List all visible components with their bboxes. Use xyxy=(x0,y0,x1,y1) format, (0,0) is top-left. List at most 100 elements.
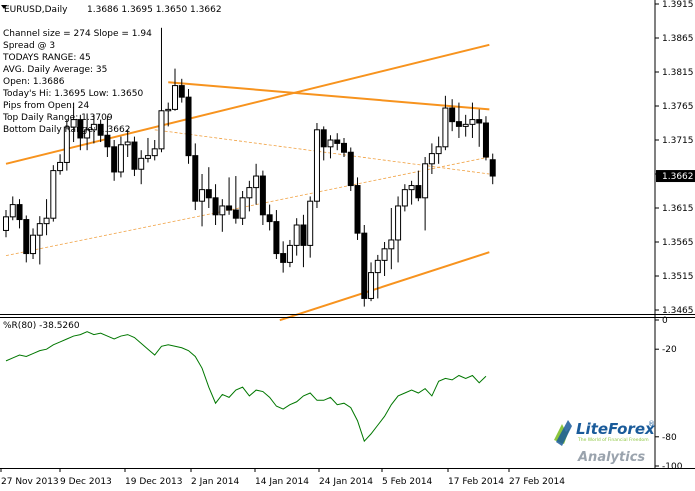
candle-body-bear xyxy=(205,189,212,199)
candle-body-bull xyxy=(435,146,442,155)
indicator-tick-label: -80 xyxy=(662,433,677,443)
williams-r-panel: %R(80) -38.5260 0 -20 -80 -100 LiteForex ® … xyxy=(3,316,683,472)
price-tick-label: 1.3815 xyxy=(662,68,694,78)
candle-59 xyxy=(401,184,408,212)
candle-body-bear xyxy=(361,232,368,299)
candle-47 xyxy=(320,126,327,161)
candlesticks-group xyxy=(3,27,496,307)
candle-body-bull xyxy=(124,141,131,146)
candle-6 xyxy=(43,199,50,236)
candle-body-bull xyxy=(395,205,402,241)
candle-body-bull xyxy=(144,155,151,159)
liteforex-logo: LiteForex ® The World of Financial Freed… xyxy=(554,420,656,465)
logo-registered: ® xyxy=(648,420,655,428)
candle-body-bull xyxy=(43,217,50,225)
candle-body-bull xyxy=(442,107,449,148)
candle-16 xyxy=(111,140,118,181)
info-line-avg: AVG. Daily Average: 35 xyxy=(3,65,107,75)
current-price-tag-bg xyxy=(656,170,695,183)
trend-line-1 xyxy=(168,81,490,111)
candle-body-bull xyxy=(374,259,381,274)
candle-body-bull xyxy=(70,119,77,128)
candle-body-bear xyxy=(320,129,327,148)
time-tick-label: 24 Jan 2014 xyxy=(319,477,373,487)
candle-64 xyxy=(435,136,442,164)
price-tick-label: 1.3615 xyxy=(662,204,694,214)
candle-body-bear xyxy=(226,205,233,211)
indicator-tick-label: 0 xyxy=(662,316,668,326)
candle-63 xyxy=(428,143,435,174)
candle-42 xyxy=(286,239,293,268)
candle-body-bull xyxy=(219,205,226,216)
logo-wing-icon xyxy=(556,420,572,446)
candle-body-bull xyxy=(84,129,91,139)
candle-26 xyxy=(178,78,185,103)
price-tick-label: 1.3765 xyxy=(662,102,694,112)
candle-body-bear xyxy=(104,134,111,148)
candle-body-bull xyxy=(158,110,165,150)
candle-11 xyxy=(77,114,84,151)
candle-body-bull xyxy=(165,108,172,112)
candle-body-bear xyxy=(415,185,422,199)
candle-5 xyxy=(36,216,43,265)
trend-line-2 xyxy=(279,251,490,322)
candle-body-bull xyxy=(462,123,469,127)
current-price-tag: 1.3662 xyxy=(656,170,695,183)
candle-15 xyxy=(104,116,111,157)
candle-34 xyxy=(232,176,239,224)
candle-body-bull xyxy=(138,157,145,170)
candle-32 xyxy=(219,199,226,232)
candle-body-bear xyxy=(97,123,104,136)
candle-13 xyxy=(90,114,97,144)
info-line-hi-low: Today's Hi: 1.3695 Low: 1.3650 xyxy=(2,89,143,99)
info-overlay: EURUSD,Daily 1.3686 1.3695 1.3650 1.3662… xyxy=(2,5,222,135)
candle-51 xyxy=(347,147,354,191)
candle-body-bear xyxy=(273,221,280,255)
candle-body-bull xyxy=(253,175,260,189)
indicator-title: %R(80) -38.5260 xyxy=(3,321,80,331)
candle-68 xyxy=(462,114,469,137)
candle-body-bull xyxy=(286,244,293,263)
candle-9 xyxy=(63,119,70,171)
symbol-dropdown[interactable] xyxy=(1,5,7,9)
candle-36 xyxy=(246,180,253,212)
candle-33 xyxy=(226,177,233,215)
candle-body-bull xyxy=(117,144,124,173)
candle-body-bull xyxy=(307,200,314,246)
candle-19 xyxy=(131,136,138,177)
candle-body-bull xyxy=(401,189,408,207)
price-tick-label: 1.3865 xyxy=(662,34,694,44)
chevron-down-icon[interactable] xyxy=(1,5,7,9)
indicator-tick-label: -20 xyxy=(662,345,677,355)
candle-41 xyxy=(280,241,287,273)
candle-body-bull xyxy=(469,119,476,125)
info-line-todays-range: TODAYS RANGE: 45 xyxy=(2,53,91,63)
candle-53 xyxy=(361,225,368,307)
info-line-open: Open: 1.3686 xyxy=(3,77,65,87)
candle-body-bull xyxy=(428,153,435,165)
candle-body-bear xyxy=(455,121,462,127)
candle-body-bear xyxy=(232,209,239,219)
candle-body-bear xyxy=(489,159,496,177)
candle-71 xyxy=(482,116,489,161)
indicator-axis-ticks: 0 -20 -80 -100 xyxy=(654,316,683,472)
candle-body-bear xyxy=(185,96,192,157)
candle-body-bull xyxy=(388,239,395,250)
candle-body-bear xyxy=(334,139,341,144)
info-line-bottom-range: Bottom Daily Range: 1.3662 xyxy=(3,125,130,135)
symbol-label: EURUSD,Daily xyxy=(4,5,68,15)
candle-12 xyxy=(84,113,91,151)
info-line-spread: Spread @ 3 xyxy=(3,41,55,51)
candle-body-bear xyxy=(192,155,199,202)
candle-body-bull xyxy=(151,148,158,157)
indicator-tick-label: -100 xyxy=(662,462,683,472)
candle-2 xyxy=(16,199,23,229)
time-tick-label: 17 Feb 2014 xyxy=(448,477,504,487)
candle-24 xyxy=(165,102,172,127)
time-tick-label: 14 Jan 2014 xyxy=(255,477,309,487)
candle-52 xyxy=(354,177,361,240)
price-axis-ticks: 1.39151.38651.38151.37651.37151.36651.36… xyxy=(655,0,694,316)
candle-body-bull xyxy=(3,216,9,231)
candle-29 xyxy=(199,174,206,227)
